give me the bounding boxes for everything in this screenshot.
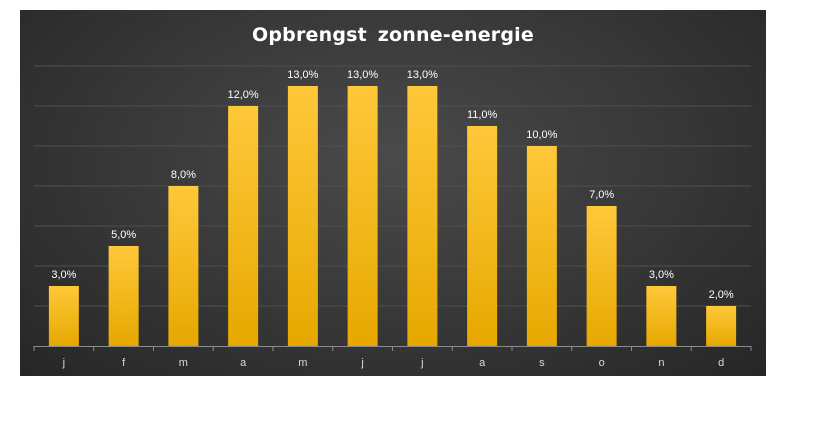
x-tick-label: a <box>479 357 486 369</box>
x-axis <box>33 346 752 351</box>
data-label: 12,0% <box>228 89 259 101</box>
data-label: 7,0% <box>589 189 614 201</box>
bars <box>48 86 737 346</box>
bar-m <box>168 186 199 346</box>
data-label: 3,0% <box>649 269 674 281</box>
data-label: 13,0% <box>347 69 378 81</box>
x-tick-label: a <box>240 357 247 369</box>
bar-chart: 3,0% 5,0% 8,0% 12,0% 13,0% 13,0% 13,0% 11,0% 10,… <box>33 65 752 369</box>
data-label: 13,0% <box>407 69 438 81</box>
data-label: 13,0% <box>287 69 318 81</box>
bar-f <box>108 246 139 346</box>
chart-panel: Opbrengst zonne-energie 3,0% 5,0% 8,0% 12,0… <box>20 10 766 376</box>
data-labels: 3,0% 5,0% 8,0% 12,0% 13,0% 13,0% 13,0% 11,0% 10,… <box>51 69 734 301</box>
data-label: 2,0% <box>709 289 734 301</box>
x-tick-label: m <box>298 357 307 369</box>
bar-d <box>706 306 737 346</box>
x-tick-label: j <box>420 357 423 369</box>
data-label: 10,0% <box>526 129 557 141</box>
x-tick-label: m <box>179 357 188 369</box>
gridlines <box>34 65 751 307</box>
x-tick-label: o <box>599 357 605 369</box>
data-label: 5,0% <box>111 229 136 241</box>
bar-a <box>467 126 498 346</box>
bar-j <box>407 86 438 346</box>
bar-s <box>526 146 557 346</box>
x-tick-label: s <box>539 357 545 369</box>
bar-a <box>228 106 259 346</box>
bar-j <box>347 86 378 346</box>
chart-title: Opbrengst zonne-energie <box>252 24 534 46</box>
x-tick-label: j <box>62 357 65 369</box>
data-label: 11,0% <box>467 109 498 121</box>
x-tick-label: d <box>718 357 724 369</box>
data-label: 3,0% <box>51 269 76 281</box>
x-tick-label: j <box>360 357 363 369</box>
bar-j <box>48 286 79 346</box>
x-tick-label: f <box>122 357 126 369</box>
bar-o <box>586 206 617 346</box>
x-tick-label: n <box>658 357 664 369</box>
data-label: 8,0% <box>171 169 196 181</box>
bar-m <box>287 86 318 346</box>
bar-n <box>646 286 677 346</box>
